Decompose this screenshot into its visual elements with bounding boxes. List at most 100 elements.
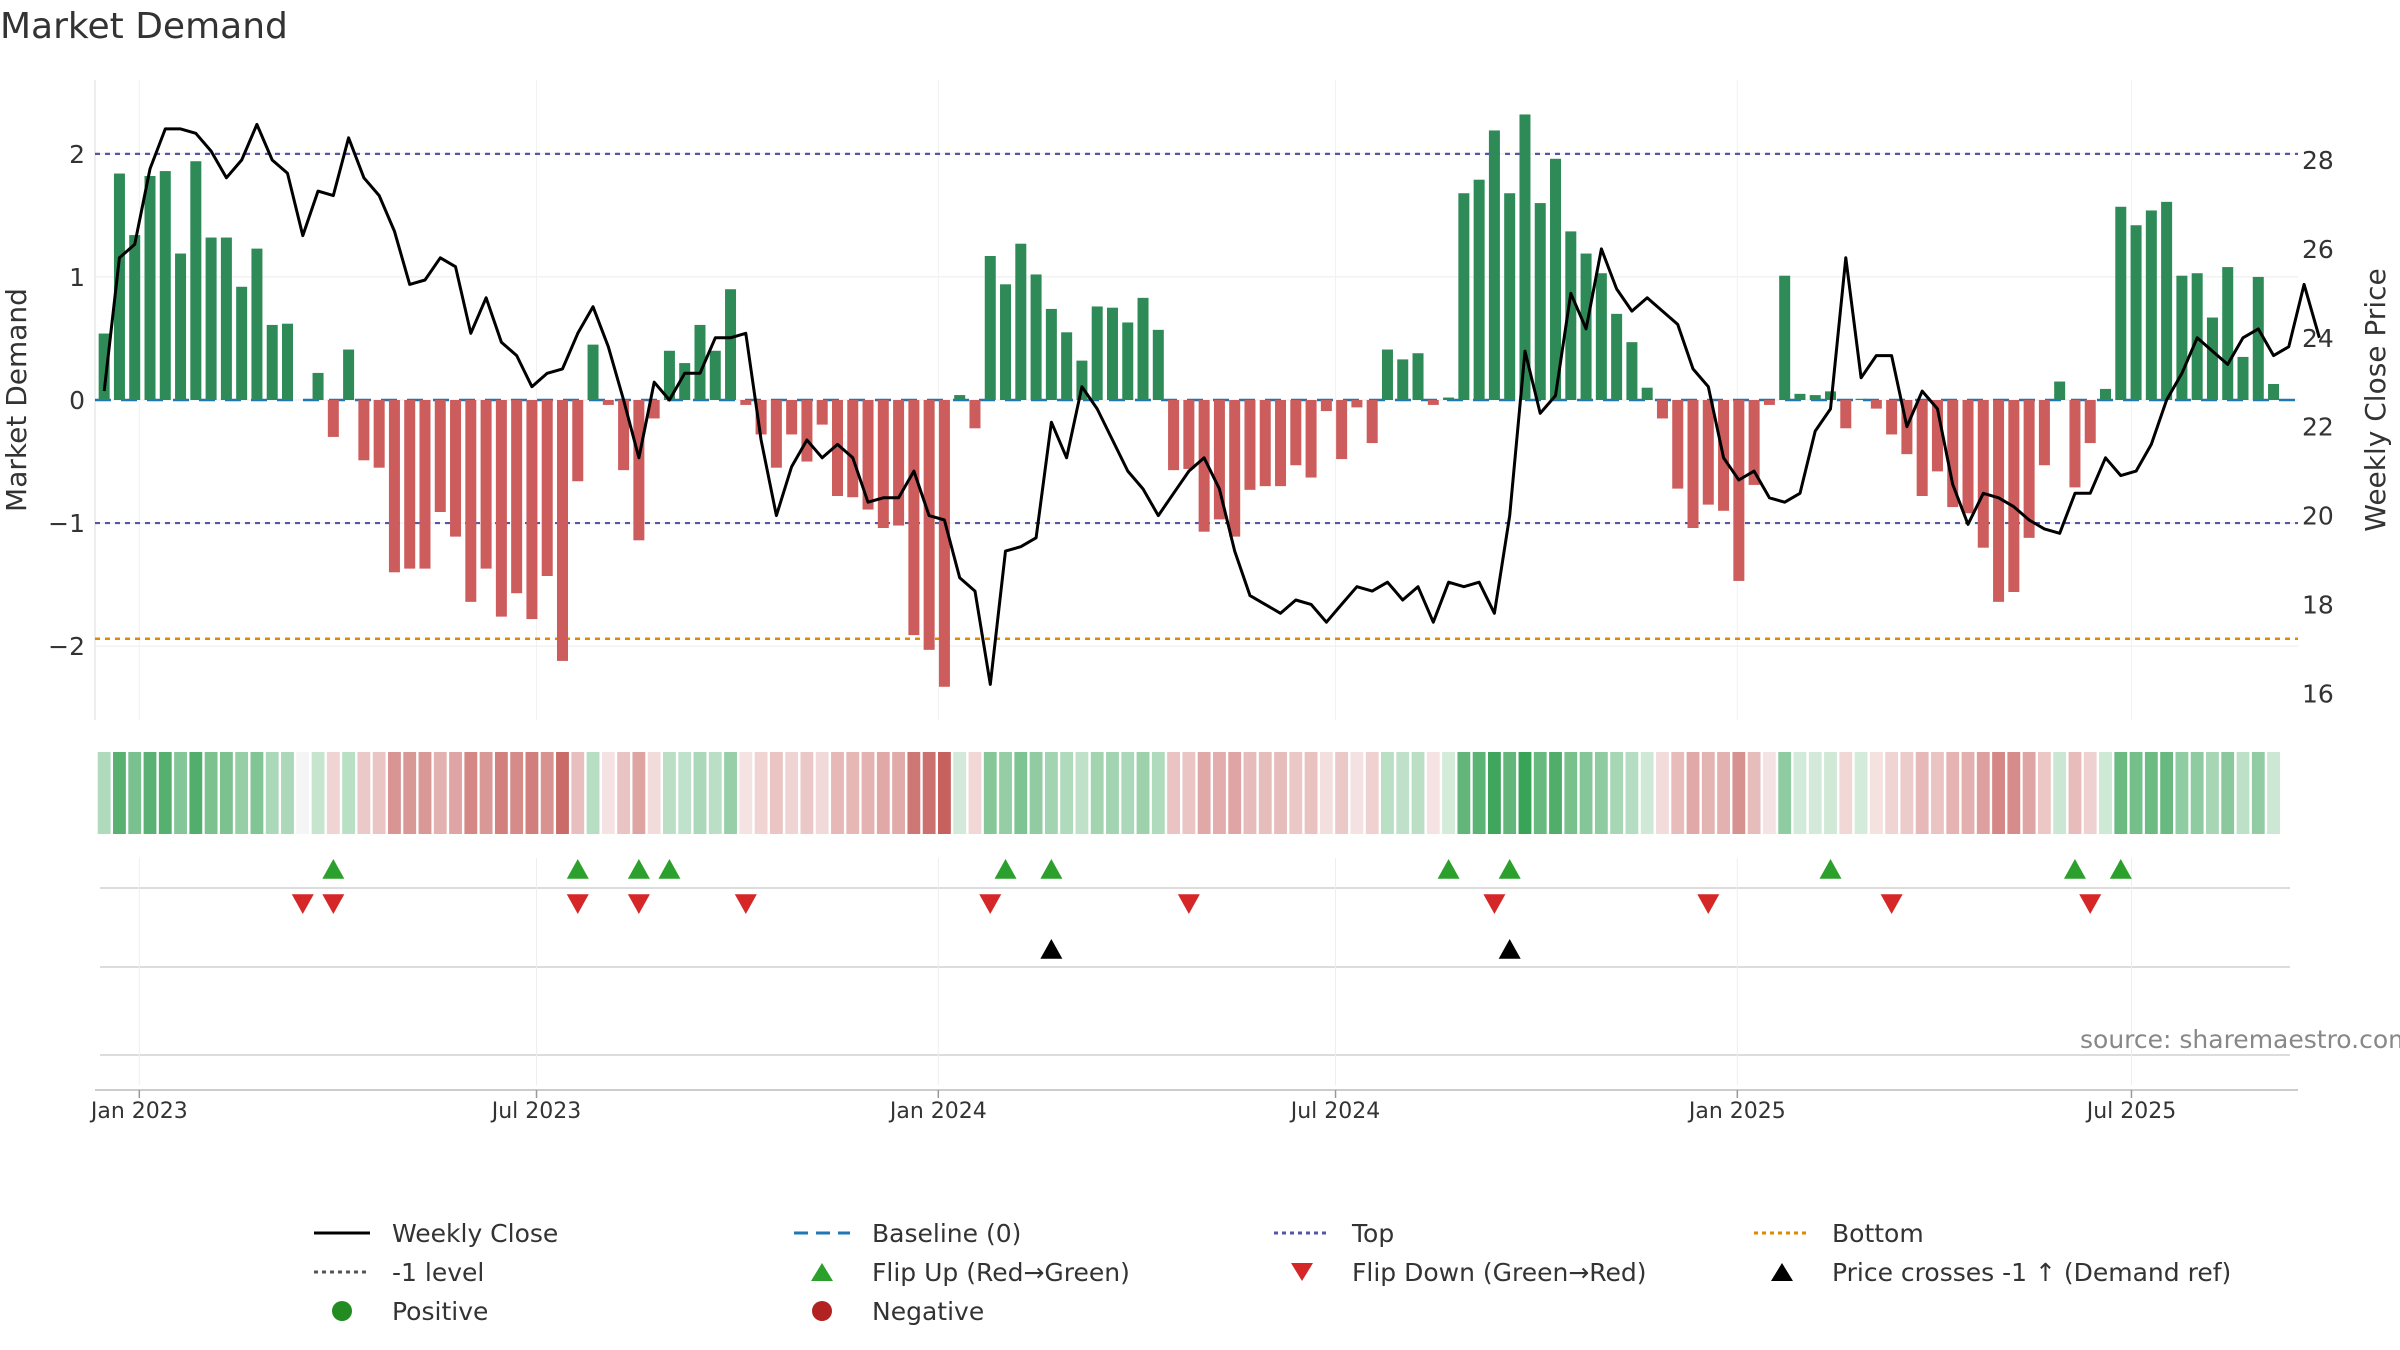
positive-demand-bar xyxy=(2252,276,2264,400)
demand-heat-cell xyxy=(479,752,493,834)
negative-demand-bar xyxy=(2023,400,2035,538)
demand-heat-cell xyxy=(189,752,203,834)
weekly-close-swatch-icon xyxy=(314,1231,370,1235)
demand-heat-cell xyxy=(174,752,187,834)
legend-label: Flip Up (Red→Green) xyxy=(872,1257,1130,1287)
negative-demand-bar xyxy=(556,400,568,661)
demand-heat-cell xyxy=(846,752,860,834)
flip-up-marker xyxy=(1498,859,1521,879)
legend-minus-one: -1 level xyxy=(310,1254,484,1290)
flip-down-marker xyxy=(734,894,757,914)
demand-heat-cell xyxy=(265,752,279,834)
demand-heat-cell xyxy=(1885,752,1899,834)
demand-heat-cell xyxy=(999,752,1012,834)
positive-demand-bar xyxy=(281,323,293,400)
positive-demand-bar xyxy=(1137,297,1149,400)
legend-flip-up: Flip Up (Red→Green) xyxy=(790,1254,1130,1290)
demand-heat-cell xyxy=(1457,752,1471,834)
negative-demand-bar xyxy=(358,400,370,461)
source-note: source: sharemaestro.com xyxy=(2080,1025,2400,1054)
legend-price-cross: Price crosses -1 ↑ (Demand ref) xyxy=(1750,1254,2231,1290)
demand-heat-cell xyxy=(922,752,936,834)
positive-demand-bar xyxy=(2145,210,2157,400)
negative-demand-bar xyxy=(1229,400,1241,537)
demand-heat-cell xyxy=(1869,752,1883,834)
red-dot-icon xyxy=(812,1301,832,1321)
negative-demand-bar xyxy=(373,400,385,468)
demand-heat-cell xyxy=(1931,752,1944,834)
demand-heat-cell xyxy=(1319,752,1333,834)
demand-heat-cell xyxy=(525,752,539,834)
positive-demand-bar xyxy=(2268,384,2280,400)
demand-heat-cell xyxy=(708,752,722,834)
negative-demand-bar xyxy=(1244,400,1256,490)
negative-demand-bar xyxy=(1213,400,1225,520)
y2-tick-label: 16 xyxy=(2302,679,2334,708)
positive-demand-bar xyxy=(663,350,675,400)
flip-down-marker xyxy=(627,894,650,914)
demand-heat-cell xyxy=(1426,752,1440,834)
demand-heat-cell xyxy=(1594,752,1608,834)
positive-demand-bar xyxy=(1015,243,1027,400)
legend-label: -1 level xyxy=(392,1257,485,1287)
negative-demand-bar xyxy=(969,400,981,429)
demand-heat-cell xyxy=(1640,752,1654,834)
negative-demand-bar xyxy=(1351,400,1363,408)
positive-demand-bar xyxy=(1595,273,1607,400)
demand-heat-cell xyxy=(1518,752,1532,834)
demand-heat-cell xyxy=(2221,752,2235,834)
demand-heat-cell xyxy=(1533,752,1547,834)
demand-heat-cell xyxy=(1732,752,1746,834)
demand-heat-cell xyxy=(2144,752,2158,834)
demand-heat-cell xyxy=(1503,752,1517,834)
negative-demand-bar xyxy=(1183,400,1195,469)
negative-demand-bar xyxy=(1198,400,1210,532)
demand-heat-cell xyxy=(1793,752,1807,834)
negative-demand-bar xyxy=(2008,400,2020,592)
legend-weekly-close: Weekly Close xyxy=(310,1215,558,1251)
negative-demand-bar xyxy=(1305,400,1317,478)
demand-heat-cell xyxy=(647,752,661,834)
negative-demand-bar xyxy=(511,400,523,594)
demand-heat-cell xyxy=(403,752,417,834)
demand-heat-cell xyxy=(632,752,646,834)
positive-demand-bar xyxy=(1061,332,1073,400)
negative-demand-bar xyxy=(1947,400,1959,508)
demand-heat-cell xyxy=(1243,752,1257,834)
positive-demand-bar xyxy=(1779,275,1791,400)
demand-heat-cell xyxy=(2236,752,2250,834)
demand-heat-cell xyxy=(281,752,294,834)
green-dot-icon xyxy=(332,1301,352,1321)
demand-heat-cell xyxy=(1274,752,1287,834)
demand-heat-cell xyxy=(1992,752,2005,834)
demand-heat-cell xyxy=(754,752,768,834)
demand-heat-cell xyxy=(464,752,478,834)
y2-tick-label: 28 xyxy=(2302,146,2334,175)
demand-heat-cell xyxy=(2129,752,2143,834)
triangle-up-black-icon xyxy=(1771,1263,1793,1281)
demand-heat-cell xyxy=(1487,752,1501,834)
positive-demand-bar xyxy=(1473,179,1485,400)
negative-demand-bar xyxy=(786,400,798,435)
positive-demand-bar xyxy=(1611,313,1623,400)
flip-down-marker xyxy=(1177,894,1200,914)
demand-heat-cell xyxy=(663,752,676,834)
negative-demand-bar xyxy=(816,400,828,425)
flip-up-marker xyxy=(322,859,345,879)
demand-heat-cell xyxy=(1717,752,1730,834)
x-tick-label: Jul 2024 xyxy=(1289,1099,1381,1124)
positive-demand-bar xyxy=(175,253,187,400)
positive-demand-bar xyxy=(1443,397,1455,400)
flip-up-marker xyxy=(1040,859,1063,879)
positive-demand-bar xyxy=(954,395,966,400)
demand-heat-cell xyxy=(831,752,844,834)
negative-demand-bar xyxy=(847,400,859,498)
legend-flip-down: Flip Down (Green→Red) xyxy=(1270,1254,1647,1290)
flip-down-marker xyxy=(1483,894,1506,914)
negative-demand-bar xyxy=(618,400,630,471)
x-tick-label: Jul 2025 xyxy=(2085,1099,2177,1124)
positive-demand-bar xyxy=(1809,395,1821,400)
demand-heat-cell xyxy=(2083,752,2097,834)
negative-demand-bar xyxy=(1977,400,1989,548)
positive-demand-bar xyxy=(2206,317,2218,400)
